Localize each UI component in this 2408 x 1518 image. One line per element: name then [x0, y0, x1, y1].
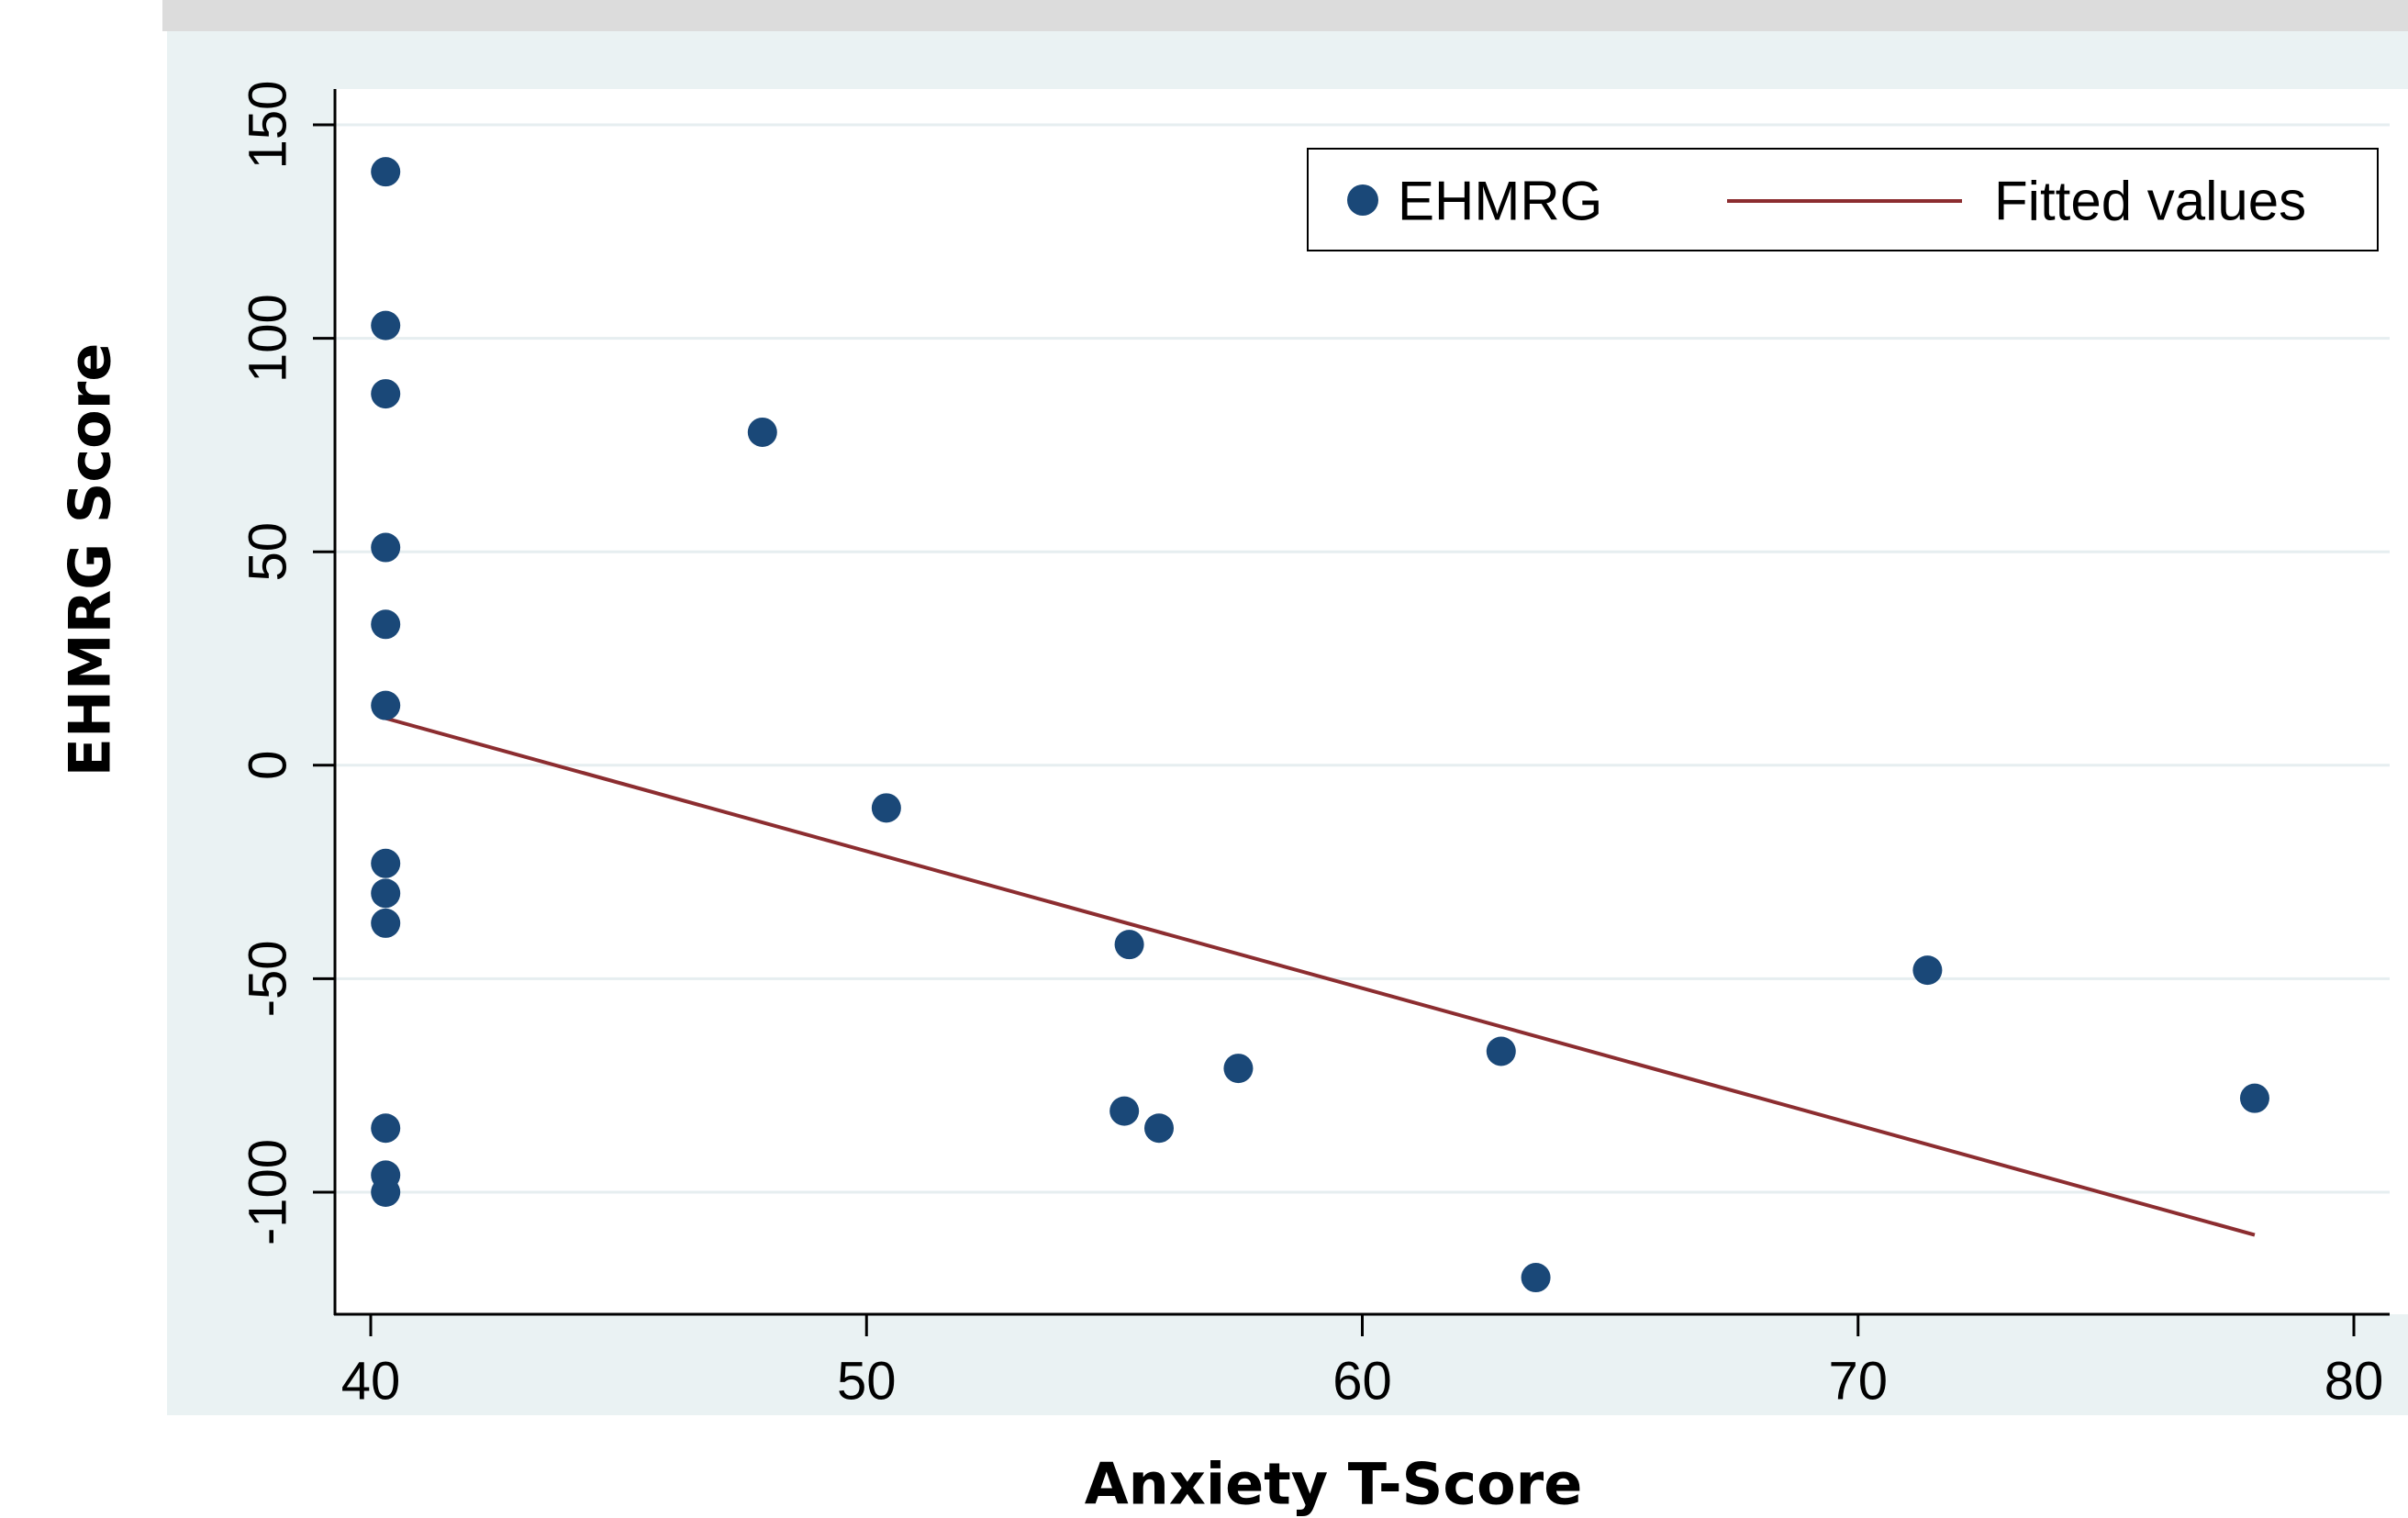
x-tick-label: 80 — [2324, 1352, 2384, 1412]
data-point — [371, 310, 401, 340]
data-point — [371, 848, 401, 878]
y-tick-label: 100 — [239, 294, 298, 383]
x-tick-label: 60 — [1332, 1352, 1392, 1412]
data-point — [1486, 1036, 1516, 1066]
data-point — [1521, 1263, 1551, 1293]
data-point — [2239, 1083, 2269, 1113]
data-point — [371, 1113, 401, 1144]
data-point — [371, 878, 401, 909]
data-point — [1114, 930, 1144, 960]
data-point — [371, 908, 401, 938]
data-point — [371, 157, 401, 187]
y-tick-label: -100 — [239, 1139, 298, 1245]
legend-line-fitted — [1727, 199, 1962, 203]
fitted-line — [385, 716, 2256, 1237]
y-tick-label: 150 — [239, 81, 298, 170]
x-tick-label: 50 — [837, 1352, 897, 1412]
data-point — [371, 379, 401, 409]
data-point — [1109, 1096, 1140, 1126]
data-point — [747, 417, 777, 447]
data-point — [1223, 1054, 1254, 1084]
y-axis-label: EHMRG Score — [56, 342, 124, 777]
plot-area — [335, 89, 2408, 1314]
x-tick-label: 40 — [341, 1352, 401, 1412]
legend-label-fitted: Fitted values — [1994, 170, 2307, 232]
data-point — [371, 609, 401, 640]
legend-label-ehmrg: EHMRG — [1398, 170, 1603, 232]
x-tick-label: 70 — [1828, 1352, 1888, 1412]
y-tick-label: 0 — [239, 751, 298, 780]
title-band — [162, 0, 2408, 31]
legend: EHMRG Fitted values — [1307, 148, 2379, 251]
data-point — [371, 532, 401, 563]
legend-marker-ehmrg — [1347, 184, 1378, 216]
y-tick-label: 50 — [239, 522, 298, 582]
y-tick-label: -50 — [239, 940, 298, 1017]
data-point — [1143, 1113, 1174, 1144]
data-point — [371, 690, 401, 720]
data-point — [871, 793, 901, 823]
data-point — [1912, 955, 1943, 986]
data-point — [371, 1178, 401, 1207]
x-axis-label: Anxiety T-Score — [1084, 1450, 1583, 1518]
